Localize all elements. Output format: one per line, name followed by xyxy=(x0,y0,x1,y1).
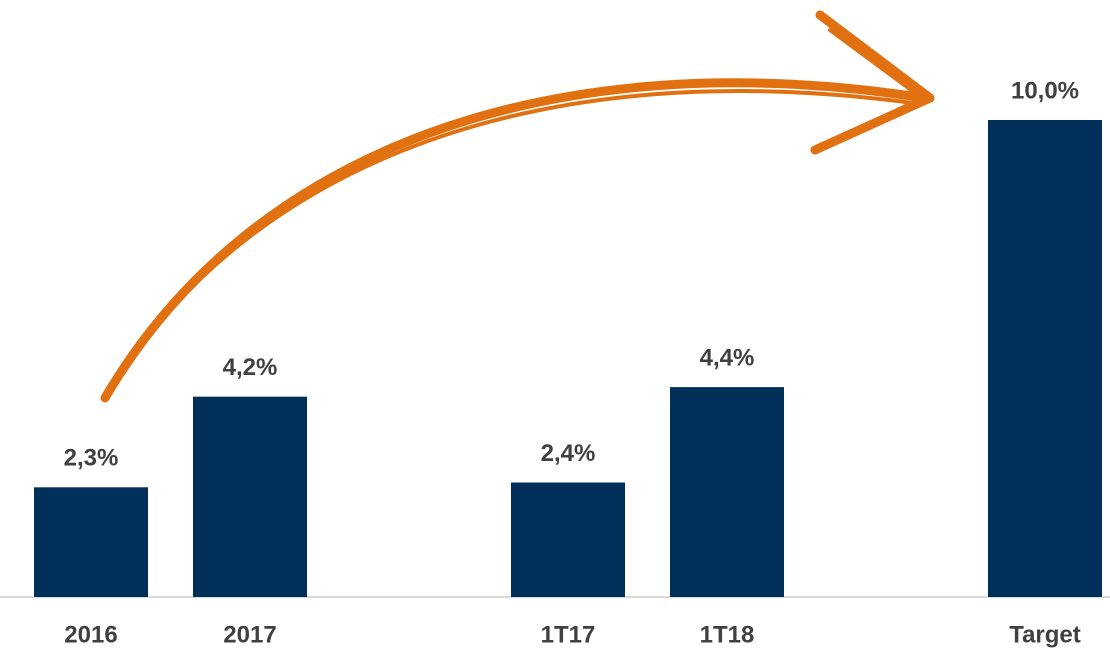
x-tick-label: Target xyxy=(1009,621,1081,648)
bar xyxy=(34,487,148,597)
arrow-head-stroke xyxy=(828,28,926,144)
bar xyxy=(193,396,307,597)
bar xyxy=(511,482,625,597)
x-tick-label: 1T18 xyxy=(700,621,755,648)
x-tick-label: 1T17 xyxy=(541,621,596,648)
bar xyxy=(670,387,784,597)
x-tick-label: 2017 xyxy=(223,621,276,648)
value-label: 4,4% xyxy=(700,344,755,371)
arrow-shaft-stroke xyxy=(106,89,922,394)
x-tick-label: 2016 xyxy=(64,621,117,648)
value-label: 2,3% xyxy=(64,445,119,472)
value-label: 10,0% xyxy=(1011,77,1079,104)
bar xyxy=(988,120,1102,597)
arrow-shaft xyxy=(100,78,930,403)
arrow xyxy=(100,10,935,403)
value-label: 4,2% xyxy=(223,354,278,381)
value-label: 2,4% xyxy=(541,440,596,467)
